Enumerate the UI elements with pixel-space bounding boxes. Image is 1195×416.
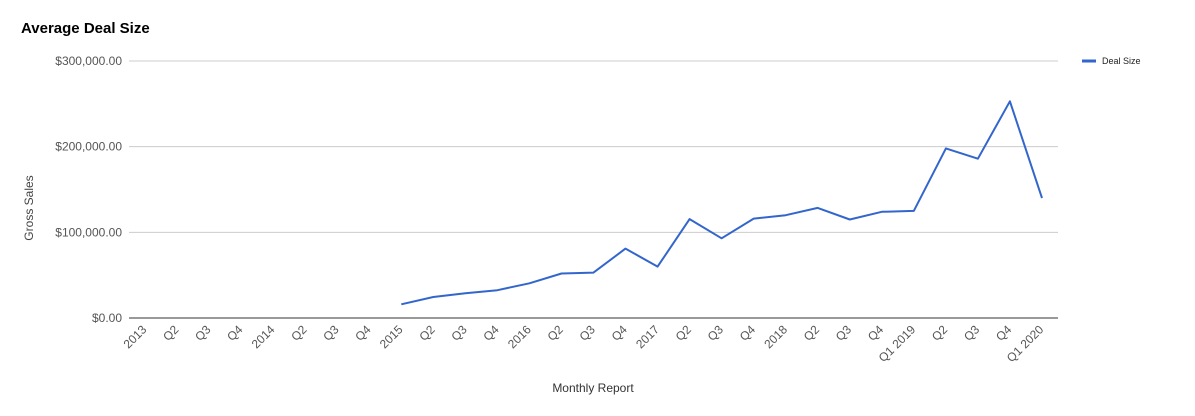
x-tick-label: Q2 (801, 322, 822, 343)
x-tick-label: Q4 (993, 322, 1014, 343)
legend-label-deal-size: Deal Size (1102, 56, 1141, 66)
series-line-deal-size (401, 100, 1043, 306)
y-tick-label: $300,000.00 (55, 54, 122, 68)
x-axis-label: Monthly Report (552, 381, 634, 395)
x-tick-label: Q4 (609, 322, 630, 343)
x-tick-label: 2014 (249, 322, 278, 351)
x-tick-label: Q3 (705, 322, 726, 343)
x-tick-label: Q3 (961, 322, 982, 343)
x-tick-label: 2016 (505, 322, 534, 351)
legend[interactable]: Deal Size (1082, 56, 1141, 66)
x-tick-label: Q2 (416, 322, 437, 343)
x-tick-label: 2017 (633, 322, 662, 351)
series-layer (401, 100, 1043, 306)
x-tick-label: Q2 (288, 322, 309, 343)
x-tick-label: Q4 (224, 322, 245, 343)
y-tick-label: $200,000.00 (55, 140, 122, 154)
y-tick-label: $100,000.00 (55, 225, 122, 239)
x-tick-label: 2015 (377, 322, 406, 351)
x-tick-label: 2018 (761, 322, 790, 351)
x-tick-label: Q3 (833, 322, 854, 343)
x-tick-label: Q3 (449, 322, 470, 343)
x-tick-label: Q4 (865, 322, 886, 343)
x-tick-label: Q4 (481, 322, 502, 343)
x-tick-label: Q2 (929, 322, 950, 343)
x-tick-label: Q3 (320, 322, 341, 343)
y-axis-tick-labels: $0.00 $100,000.00 $200,000.00 $300,000.00 (55, 54, 122, 325)
x-tick-label: Q3 (577, 322, 598, 343)
x-tick-label: Q2 (545, 322, 566, 343)
x-tick-label: Q3 (192, 322, 213, 343)
gridlines (129, 60, 1058, 319)
x-tick-label: Q2 (160, 322, 181, 343)
x-axis-tick-labels: 2013 Q2 Q3 Q4 2014 Q2 Q3 Q4 2015 Q2 Q3 Q4 2016 Q2 Q3 Q4… (121, 322, 1047, 365)
x-tick-label: 2013 (121, 322, 150, 351)
chart-title: Average Deal Size (21, 20, 150, 37)
x-tick-label: Q2 (673, 322, 694, 343)
y-axis-label: Gross Sales (22, 175, 36, 240)
y-tick-label: $0.00 (92, 311, 122, 325)
x-tick-label: Q4 (352, 322, 373, 343)
x-tick-label: Q4 (737, 322, 758, 343)
